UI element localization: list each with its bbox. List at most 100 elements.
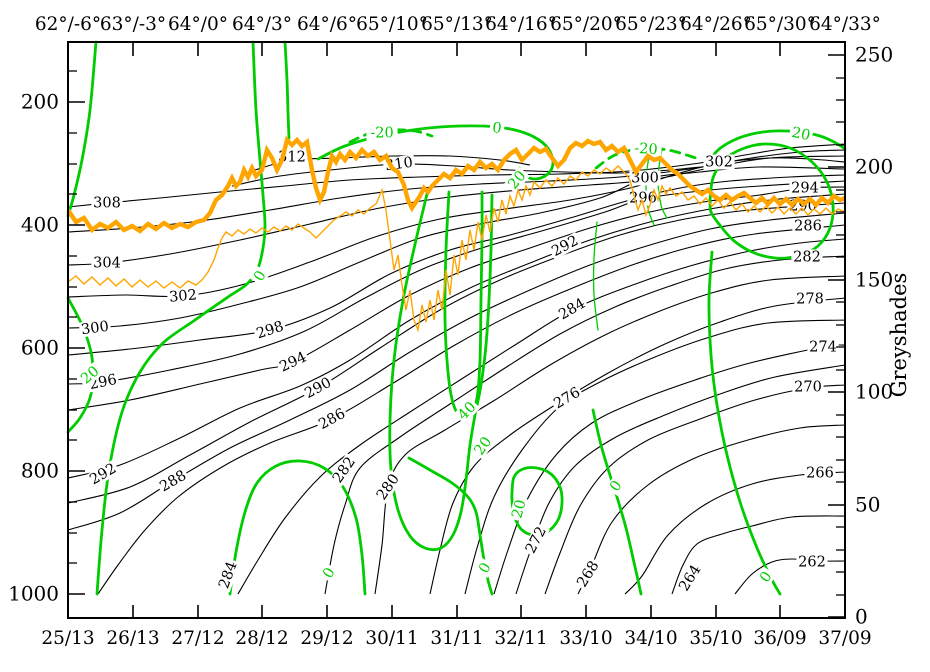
top-axis-label-2: 64°/0° — [168, 14, 228, 35]
theta-label-300: 300 — [78, 318, 112, 339]
theta-contour-264 — [671, 515, 846, 595]
svg-text:300: 300 — [631, 171, 659, 187]
left-axis-label-800: 800 — [21, 459, 59, 483]
top-axis-label-9: 65°/23° — [615, 14, 687, 35]
bottom-axis-label-7: 32/11 — [494, 628, 547, 649]
green-label--20: -20 — [366, 125, 398, 142]
axes-frame: 62°/-6°63°/-3° 64°/0° 64°/3° 64°/6° 65°/10°6… — [8, 14, 893, 649]
svg-text:308: 308 — [93, 196, 121, 212]
left-axis-label-600: 600 — [21, 336, 59, 360]
green-contour-arc-top-left — [66, 40, 98, 218]
svg-text:20: 20 — [472, 434, 496, 458]
left-axis-label-200: 200 — [21, 90, 59, 114]
theta-label-282: 282 — [328, 452, 360, 488]
theta-label-290: 290 — [300, 374, 336, 402]
svg-text:20: 20 — [790, 125, 811, 144]
theta-label-268: 268 — [573, 556, 603, 592]
svg-text:286: 286 — [794, 219, 822, 235]
green-contour-oval-right — [708, 142, 835, 260]
green-label-0: 0 — [318, 563, 340, 583]
green-label-0: 0 — [474, 558, 496, 578]
theta-label-266: 266 — [804, 465, 836, 482]
theta-label-278: 278 — [794, 291, 826, 308]
green-contour-arc-top-right-20 — [704, 129, 847, 170]
bottom-axis-label-1: 26/13 — [106, 628, 159, 649]
svg-text:0: 0 — [491, 120, 502, 137]
theta-label-304: 304 — [91, 255, 123, 272]
right-axis-label-0: 0 — [855, 605, 868, 629]
svg-text:274: 274 — [809, 340, 837, 356]
left-axis-label-400: 400 — [21, 213, 59, 237]
svg-text:298: 298 — [255, 319, 286, 343]
theta-label-294: 294 — [275, 348, 311, 376]
green-contour-line-q-zero — [707, 250, 782, 596]
top-axis-label-4: 64°/6° — [297, 14, 357, 35]
green-label-0: 0 — [488, 119, 506, 137]
theta-contour-266 — [624, 471, 846, 595]
theta-label-280: 280 — [372, 469, 404, 505]
top-axis-label-8: 65°/20° — [550, 14, 622, 35]
theta-label-274: 274 — [807, 339, 839, 356]
right-axis-label-50: 50 — [855, 493, 880, 517]
green-contour-line-p-zero — [591, 408, 643, 596]
theta-label-282: 282 — [791, 249, 823, 266]
bottom-axis-label-4: 29/12 — [300, 628, 353, 649]
theta-contour-302 — [67, 157, 846, 298]
theta-contour-308 — [67, 143, 846, 208]
svg-text:294: 294 — [791, 181, 819, 197]
green-label-20: 20 — [788, 124, 814, 144]
theta-contour-286 — [97, 224, 846, 595]
svg-text:282: 282 — [793, 250, 821, 266]
orange-secondary-line — [67, 165, 846, 333]
theta-label-292: 292 — [85, 459, 121, 489]
green-contour-thin-c — [657, 147, 668, 219]
bottom-axis-label-2: 27/12 — [171, 628, 224, 649]
green-label-20: 20 — [470, 432, 496, 460]
theta-label-272: 272 — [522, 522, 550, 558]
top-axis-label-5: 65°/10° — [356, 14, 428, 35]
green-contour-center-u-20 — [388, 188, 494, 551]
theta-contour-284 — [237, 238, 846, 595]
bottom-axis-label-12: 37/09 — [818, 628, 871, 649]
svg-text:300: 300 — [80, 319, 110, 339]
right-axis-label-150: 150 — [855, 268, 893, 292]
bottom-axis-label-10: 35/10 — [689, 628, 742, 649]
theta-contour-276 — [464, 319, 846, 595]
left-axis-label-1000: 1000 — [8, 582, 59, 606]
theta-contour-274 — [493, 344, 846, 595]
theta-label-308: 308 — [91, 195, 123, 212]
bottom-axis-label-8: 33/10 — [559, 628, 612, 649]
svg-text:-20: -20 — [634, 141, 658, 159]
bottom-axis-label-5: 30/11 — [365, 628, 418, 649]
theta-label-264: 264 — [675, 560, 705, 596]
svg-text:302: 302 — [169, 287, 198, 305]
right-axis-label-250: 250 — [855, 43, 893, 67]
top-axis-label-6: 65°/13° — [421, 14, 493, 35]
theta-label-292: 292 — [547, 232, 583, 260]
theta-label-298: 298 — [252, 318, 288, 343]
theta-label-276: 276 — [549, 383, 585, 413]
tropopause-lines — [66, 135, 846, 333]
theta-label-286: 286 — [314, 405, 350, 433]
theta-contour-296 — [67, 180, 846, 385]
green-label-0: 0 — [755, 566, 777, 588]
svg-text:-20: -20 — [370, 126, 393, 142]
svg-text:270: 270 — [794, 380, 822, 396]
theta-contour-262 — [734, 558, 846, 595]
bottom-axis-label-11: 36/09 — [753, 628, 806, 649]
theta-label-284: 284 — [215, 557, 241, 593]
bottom-axis-label-0: 25/13 — [41, 628, 94, 649]
green-contour-stub-top — [283, 40, 291, 140]
green-contour-dome-zero — [228, 459, 367, 596]
theta-label-302: 302 — [703, 154, 735, 171]
green-label--20: -20 — [629, 140, 663, 159]
theta-contour-290 — [67, 202, 846, 504]
top-axis-label-11: 65°/30° — [744, 14, 816, 35]
green-label-0: 0 — [605, 475, 627, 497]
bottom-axis-label-6: 31/11 — [430, 628, 483, 649]
svg-text:284: 284 — [216, 559, 241, 590]
right-axis-title: Greyshades — [887, 273, 911, 398]
right-axis-label-100: 100 — [855, 380, 893, 404]
